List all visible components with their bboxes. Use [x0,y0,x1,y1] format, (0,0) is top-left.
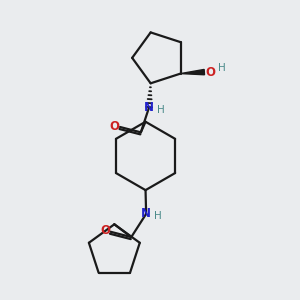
Text: H: H [154,211,161,221]
Text: H: H [157,105,164,115]
Text: H: H [218,63,226,73]
Text: O: O [110,120,120,133]
Text: N: N [144,100,154,114]
Text: N: N [141,207,151,220]
Polygon shape [181,69,205,75]
Text: O: O [100,224,110,237]
Text: O: O [206,66,216,79]
